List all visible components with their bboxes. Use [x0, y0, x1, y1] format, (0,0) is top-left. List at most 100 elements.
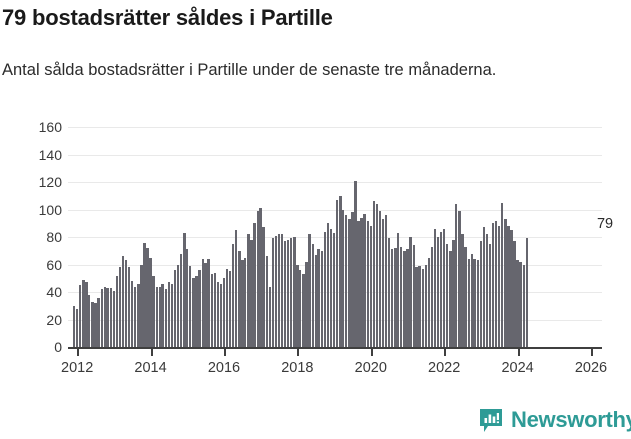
bar[interactable] — [210, 274, 214, 347]
bar[interactable] — [449, 250, 452, 347]
bar[interactable] — [296, 264, 299, 347]
bar[interactable] — [345, 215, 348, 347]
bar[interactable] — [170, 283, 174, 347]
bar[interactable] — [241, 260, 244, 347]
bar[interactable] — [189, 265, 192, 347]
bar[interactable] — [504, 219, 507, 347]
bar[interactable] — [403, 250, 406, 347]
bar[interactable] — [525, 238, 528, 347]
bar[interactable] — [455, 204, 458, 347]
bar[interactable] — [219, 283, 223, 347]
bar[interactable] — [363, 213, 366, 347]
bar[interactable] — [522, 264, 525, 347]
bar[interactable] — [293, 237, 296, 347]
bar[interactable] — [519, 261, 522, 347]
bar[interactable] — [385, 215, 388, 347]
bar[interactable] — [498, 226, 501, 347]
bar[interactable] — [406, 249, 409, 347]
bar[interactable] — [247, 234, 250, 347]
bar[interactable] — [143, 242, 146, 347]
newsworthy-logo[interactable]: Newsworthy — [478, 405, 631, 435]
bar[interactable] — [326, 223, 330, 347]
bar[interactable] — [375, 204, 379, 347]
bar[interactable] — [256, 210, 259, 347]
bar[interactable] — [424, 264, 428, 347]
bar[interactable] — [121, 256, 125, 347]
bar[interactable] — [381, 219, 385, 347]
bar[interactable] — [124, 260, 128, 347]
bar[interactable] — [131, 281, 134, 347]
bar[interactable] — [409, 237, 412, 347]
bar[interactable] — [82, 279, 85, 347]
bar[interactable] — [158, 286, 161, 347]
bar[interactable] — [421, 268, 425, 347]
bar[interactable] — [100, 289, 103, 347]
bar[interactable] — [277, 234, 281, 347]
bar[interactable] — [106, 287, 109, 347]
bar[interactable] — [458, 210, 461, 347]
bar[interactable] — [88, 294, 91, 347]
bar[interactable] — [167, 282, 171, 347]
bar[interactable] — [495, 220, 498, 347]
bar[interactable] — [452, 239, 455, 347]
bar[interactable] — [213, 272, 216, 347]
bar[interactable] — [262, 227, 265, 347]
bar[interactable] — [94, 303, 97, 347]
bar[interactable] — [229, 271, 232, 347]
bar[interactable] — [440, 231, 443, 347]
bar[interactable] — [390, 249, 394, 347]
bar[interactable] — [97, 297, 100, 347]
bar[interactable] — [253, 223, 256, 347]
bar[interactable] — [317, 249, 320, 347]
bar[interactable] — [442, 228, 446, 347]
bar[interactable] — [342, 209, 345, 347]
bar[interactable] — [470, 253, 473, 347]
bar[interactable] — [216, 282, 219, 347]
bar[interactable] — [308, 234, 311, 347]
bar[interactable] — [476, 260, 480, 347]
bar[interactable] — [299, 270, 302, 347]
bar[interactable] — [412, 245, 415, 347]
bar[interactable] — [332, 232, 336, 347]
bar[interactable] — [287, 239, 290, 347]
bar[interactable] — [488, 243, 492, 347]
bar[interactable] — [427, 257, 430, 347]
bar[interactable] — [339, 195, 342, 347]
bar[interactable] — [280, 234, 284, 347]
bar[interactable] — [464, 246, 467, 347]
bar[interactable] — [473, 259, 476, 347]
bar[interactable] — [311, 243, 314, 347]
bar[interactable] — [445, 243, 449, 347]
bar[interactable] — [222, 278, 226, 347]
bar[interactable] — [259, 208, 262, 347]
bar[interactable] — [152, 275, 155, 347]
bar[interactable] — [366, 220, 370, 347]
bar[interactable] — [467, 259, 470, 347]
bar[interactable] — [400, 246, 403, 347]
bar[interactable] — [305, 261, 308, 347]
bar[interactable] — [155, 286, 158, 347]
bar[interactable] — [397, 232, 400, 347]
bar[interactable] — [433, 228, 437, 347]
bar[interactable] — [244, 257, 247, 347]
bar[interactable] — [510, 230, 513, 347]
bar[interactable] — [314, 254, 317, 347]
bar[interactable] — [436, 237, 440, 347]
bar[interactable] — [265, 256, 269, 347]
bar[interactable] — [250, 239, 253, 347]
bar[interactable] — [289, 238, 293, 347]
bar[interactable] — [479, 241, 483, 347]
bar[interactable] — [357, 220, 360, 347]
bar[interactable] — [500, 202, 504, 347]
bar[interactable] — [109, 287, 113, 347]
bar[interactable] — [268, 286, 272, 347]
bar[interactable] — [369, 226, 372, 347]
bar[interactable] — [271, 238, 274, 347]
bar[interactable] — [179, 253, 183, 347]
bar[interactable] — [128, 267, 131, 347]
bar[interactable] — [378, 210, 382, 347]
bar[interactable] — [482, 227, 485, 347]
bar[interactable] — [161, 283, 164, 347]
bar[interactable] — [360, 217, 363, 347]
bar[interactable] — [201, 259, 204, 347]
